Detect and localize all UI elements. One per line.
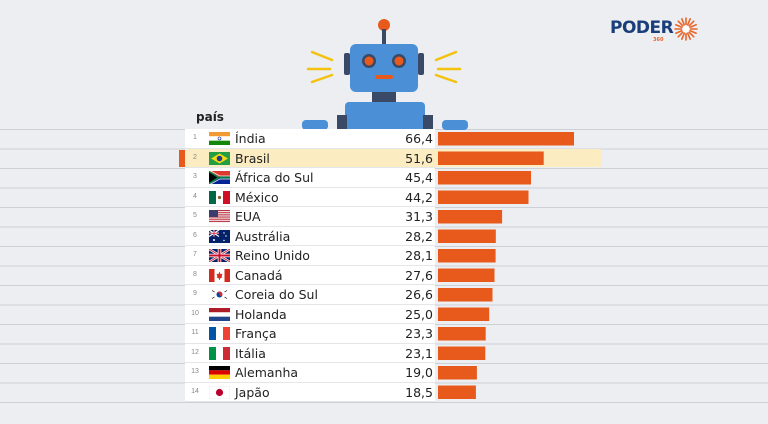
bar bbox=[438, 171, 531, 185]
table-row: 8 Canadá 27,6 bbox=[185, 266, 435, 285]
value-label: 28,1 bbox=[405, 248, 433, 263]
value-label: 28,2 bbox=[405, 228, 433, 244]
table-row: 1 Índia 66,4 bbox=[185, 129, 435, 149]
robot-illustration bbox=[302, 19, 468, 130]
table-row: 9 Coreia do Sul 26,6 bbox=[185, 285, 435, 305]
bar bbox=[438, 210, 503, 224]
country-name: Índia bbox=[235, 131, 266, 146]
logo-sub: 360 bbox=[653, 37, 664, 43]
table-row: 13 Alemanha 19,0 bbox=[185, 363, 435, 383]
table-row: 6 Austrália 28,2 bbox=[185, 227, 435, 246]
australia-flag-icon bbox=[208, 228, 230, 243]
value-label: 66,4 bbox=[405, 131, 433, 146]
usa-flag-icon bbox=[209, 210, 230, 223]
value-label: 18,5 bbox=[405, 384, 433, 400]
table-row: 11 França 23,3 bbox=[185, 324, 435, 344]
bar bbox=[438, 132, 574, 146]
bar bbox=[438, 229, 496, 243]
rank-label: 7 bbox=[193, 251, 197, 258]
rank-label: 2 bbox=[193, 153, 197, 161]
bar bbox=[438, 366, 477, 380]
rank-label: 11 bbox=[191, 329, 199, 336]
italy-flag-icon bbox=[209, 346, 230, 360]
country-name: Alemanha bbox=[235, 365, 299, 380]
ranking-table: 1 Índia 66,4 2 Brasil 51,6 3 África do Sul 45,4 4… bbox=[185, 129, 435, 402]
sunburst-icon bbox=[674, 17, 699, 41]
column-header-country: país bbox=[196, 110, 224, 124]
south-africa-flag-icon bbox=[208, 169, 231, 186]
poder360-logo: PODER 360 bbox=[610, 17, 699, 43]
bar bbox=[438, 190, 529, 204]
table-row: 2 Brasil 51,6 bbox=[185, 148, 435, 168]
uk-flag-icon bbox=[208, 247, 231, 264]
value-label: 26,6 bbox=[405, 287, 433, 302]
country-name: França bbox=[235, 326, 277, 341]
bar bbox=[438, 346, 486, 360]
value-label: 23,3 bbox=[405, 326, 433, 341]
value-label: 23,1 bbox=[405, 345, 433, 361]
table-row: 4 México 44,2 bbox=[185, 188, 435, 207]
mexico-flag-icon bbox=[209, 190, 230, 204]
value-label: 45,4 bbox=[405, 170, 433, 185]
country-name: Itália bbox=[235, 345, 266, 361]
value-label: 27,6 bbox=[405, 267, 433, 283]
france-flag-icon bbox=[209, 327, 230, 340]
country-name: Canadá bbox=[235, 267, 283, 283]
country-name: Brasil bbox=[235, 150, 270, 166]
country-name: Holanda bbox=[235, 306, 287, 322]
country-name: Austrália bbox=[235, 228, 291, 244]
value-label: 31,3 bbox=[405, 209, 433, 224]
country-name: EUA bbox=[235, 209, 261, 224]
table-row: 7 Reino Unido 28,1 bbox=[185, 246, 435, 266]
bar bbox=[438, 249, 496, 263]
bar bbox=[438, 327, 486, 341]
highlight-marker bbox=[179, 149, 185, 167]
canada-flag-icon bbox=[209, 268, 230, 282]
table-row: 10 Holanda 25,0 bbox=[185, 305, 435, 324]
rank-label: 10 bbox=[191, 309, 199, 317]
japan-flag-icon bbox=[208, 385, 231, 399]
brazil-flag-icon bbox=[209, 151, 230, 165]
germany-flag-icon bbox=[209, 366, 230, 379]
bar bbox=[438, 151, 544, 165]
country-name: Coreia do Sul bbox=[235, 287, 318, 302]
value-label: 44,2 bbox=[405, 189, 433, 205]
value-label: 25,0 bbox=[405, 306, 433, 322]
south-korea-flag-icon bbox=[209, 288, 230, 301]
rank-label: 6 bbox=[193, 231, 197, 239]
country-name: Japão bbox=[235, 384, 270, 400]
rank-label: 14 bbox=[191, 387, 199, 395]
india-flag-icon bbox=[209, 132, 230, 145]
bar bbox=[438, 385, 476, 399]
table-row: 14 Japão 18,5 bbox=[185, 383, 435, 402]
rank-label: 1 bbox=[193, 134, 197, 141]
value-label: 19,0 bbox=[405, 365, 433, 380]
bar bbox=[438, 307, 490, 321]
table-row: 3 África do Sul 45,4 bbox=[185, 168, 435, 188]
rank-label: 5 bbox=[193, 212, 197, 219]
table-row: 5 EUA 31,3 bbox=[185, 207, 435, 227]
rank-label: 12 bbox=[191, 348, 199, 356]
logo-text: PODER bbox=[610, 18, 674, 38]
country-name: Reino Unido bbox=[235, 248, 310, 263]
rank-label: 3 bbox=[193, 173, 197, 180]
country-name: México bbox=[235, 189, 279, 205]
rank-label: 9 bbox=[193, 290, 197, 297]
rank-label: 8 bbox=[193, 270, 197, 278]
value-label: 51,6 bbox=[405, 150, 433, 166]
country-name: África do Sul bbox=[235, 170, 314, 185]
rank-label: 4 bbox=[193, 192, 197, 200]
bar bbox=[438, 288, 493, 302]
bar bbox=[438, 268, 495, 282]
rank-label: 13 bbox=[191, 368, 199, 375]
table-row: 12 Itália 23,1 bbox=[185, 344, 435, 363]
netherlands-flag-icon bbox=[209, 307, 230, 321]
